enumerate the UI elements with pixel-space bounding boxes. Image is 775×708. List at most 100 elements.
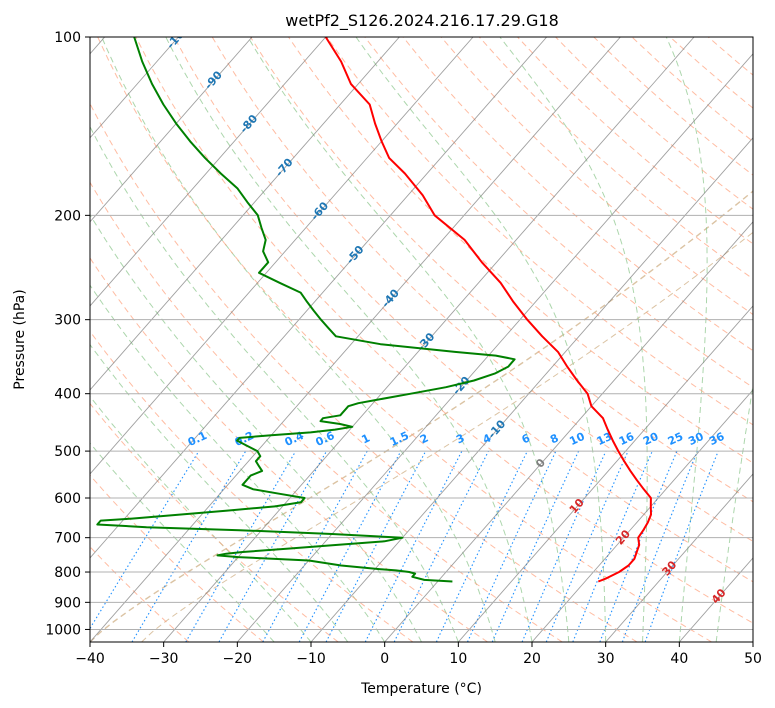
plot-frame <box>89 36 754 643</box>
x-tick-label: −10 <box>296 651 326 667</box>
y-tick-label: 600 <box>54 491 81 507</box>
y-tick-label: 1000 <box>45 622 81 638</box>
mixing-ratio-line <box>298 450 402 642</box>
y-tick-label: 800 <box>54 565 81 581</box>
dry-adiabat <box>288 37 753 464</box>
moist-adiabat <box>101 37 496 642</box>
x-tick-label: −30 <box>149 651 179 667</box>
mixing-ratio-line <box>185 450 297 642</box>
moist-adiabat <box>165 37 533 642</box>
isotherm-line <box>90 37 400 391</box>
mixing-ratio-label: 0.4 <box>283 429 306 449</box>
y-tick-label: 200 <box>54 208 81 224</box>
moist-adiabat <box>90 343 349 642</box>
moist-adiabat <box>715 382 753 642</box>
mixing-ratio-line <box>435 450 528 642</box>
dry-adiabat <box>90 546 190 642</box>
dry-adiabat <box>402 37 753 352</box>
x-tick-label: 10 <box>449 651 467 667</box>
mixing-ratio-label: 25 <box>666 430 685 448</box>
x-tick-label: 50 <box>744 651 762 667</box>
dry-adiabat <box>326 37 753 426</box>
isotherm-line <box>605 473 753 642</box>
dry-adiabat <box>90 181 563 642</box>
isotherm-line <box>90 37 253 223</box>
x-tick-label: 0 <box>380 651 389 667</box>
temperature-profile-line <box>324 37 652 583</box>
mixing-ratio-label: 30 <box>686 430 706 448</box>
mixing-ratio-label: 1.5 <box>388 429 411 449</box>
mixing-ratio-line <box>218 450 328 642</box>
mixing-ratio-line <box>491 450 580 642</box>
mixing-ratio-line <box>262 450 368 642</box>
mixing-ratio-line <box>644 450 719 642</box>
mixing-ratio-label: 2 <box>418 431 430 446</box>
mixing-ratio-line <box>599 450 678 642</box>
isotherm-line <box>90 37 327 307</box>
mixing-ratio-line <box>621 450 699 642</box>
moist-adiabat <box>90 125 459 642</box>
y-tick-label: 900 <box>54 595 81 611</box>
y-tick-label: 700 <box>54 531 81 547</box>
moist-adiabat <box>90 442 275 642</box>
x-tick-label: −20 <box>223 651 253 667</box>
chart-title: wetPf2_S126.2024.216.17.29.G18 <box>285 11 559 31</box>
dry-adiabat <box>97 37 712 642</box>
moist-adiabat <box>499 37 648 642</box>
isotherm-line <box>90 37 474 475</box>
mixing-ratio-line <box>325 450 427 642</box>
isotherm-line <box>531 389 753 642</box>
mixing-ratio-label: 16 <box>617 430 637 448</box>
mixing-ratio-label: 36 <box>707 430 727 448</box>
dry-adiabat <box>631 37 753 143</box>
mixing-ratio-label: 0.1 <box>186 429 209 449</box>
mixing-ratio-label: 8 <box>548 431 560 446</box>
dewpoint-profile-line <box>96 37 516 583</box>
mixing-ratio-line <box>364 450 463 642</box>
moist-adiabat <box>90 213 422 642</box>
dry-adiabat <box>555 37 753 210</box>
isotherm-line <box>457 305 753 642</box>
isotherm-line <box>90 37 548 559</box>
dry-adiabat <box>90 402 339 642</box>
mixing-ratio-line <box>545 450 629 642</box>
x-tick-label: 20 <box>523 651 541 667</box>
moist-adiabat <box>247 37 570 642</box>
mixing-ratio-line <box>90 450 200 630</box>
x-tick-label: 40 <box>670 651 688 667</box>
mixing-ratio-label: 0.2 <box>233 429 256 449</box>
x-tick-label: −40 <box>75 651 105 667</box>
y-tick-label: 300 <box>54 313 81 329</box>
isotherm-line <box>310 137 753 642</box>
isotherm-line <box>752 641 753 642</box>
dry-adiabat <box>173 37 753 583</box>
mixing-ratio-line <box>393 450 489 642</box>
x-tick-label: 30 <box>597 651 615 667</box>
dry-adiabat <box>707 37 753 76</box>
dry-adiabat <box>90 102 638 642</box>
y-tick-label: 400 <box>54 387 81 403</box>
dry-adiabat <box>211 37 753 542</box>
moist-adiabat <box>90 284 386 642</box>
y-axis-label: Pressure (hPa) <box>12 289 28 389</box>
dry-adiabat <box>135 37 753 624</box>
mixing-ratio-label: 20 <box>641 430 661 448</box>
moist-adiabat <box>665 37 708 642</box>
dry-adiabat <box>440 37 753 316</box>
isotherm-line <box>236 53 753 642</box>
isotherm-line <box>163 37 695 642</box>
isotherm-line <box>384 221 753 642</box>
y-tick-label: 100 <box>54 30 81 46</box>
mixing-ratio-label: 10 <box>567 430 587 448</box>
reference-arc <box>141 231 753 642</box>
dry-adiabat <box>593 37 753 176</box>
moist-adiabat <box>355 37 607 642</box>
mixing-ratio-line <box>521 450 607 642</box>
x-axis-label: Temperature (°C) <box>360 681 482 697</box>
dry-adiabat <box>90 474 264 642</box>
mixing-ratio-line <box>572 450 653 642</box>
dry-adiabat <box>249 37 753 503</box>
dry-adiabat <box>90 257 488 642</box>
dry-adiabat <box>669 37 753 109</box>
